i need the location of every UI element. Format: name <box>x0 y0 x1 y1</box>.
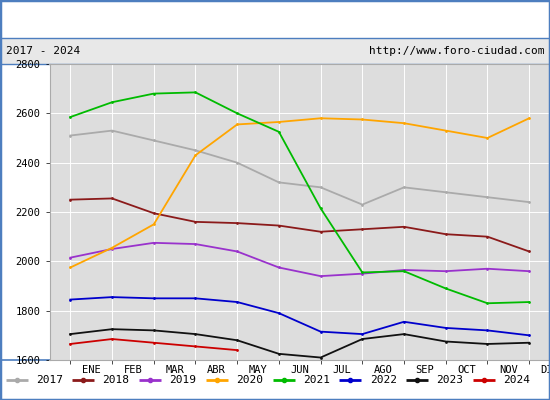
Text: http://www.foro-ciudad.com: http://www.foro-ciudad.com <box>369 46 544 56</box>
Text: 2022: 2022 <box>370 375 397 385</box>
Text: 2018: 2018 <box>102 375 130 385</box>
Text: Evolucion del paro registrado en Esplugues de Llobregat: Evolucion del paro registrado en Esplugu… <box>86 12 464 26</box>
Text: 2017 - 2024: 2017 - 2024 <box>6 46 80 56</box>
Text: 2021: 2021 <box>303 375 330 385</box>
Text: 2019: 2019 <box>169 375 196 385</box>
Text: 2024: 2024 <box>503 375 530 385</box>
Text: 2020: 2020 <box>236 375 263 385</box>
Text: 2023: 2023 <box>437 375 464 385</box>
Text: 2017: 2017 <box>36 375 63 385</box>
